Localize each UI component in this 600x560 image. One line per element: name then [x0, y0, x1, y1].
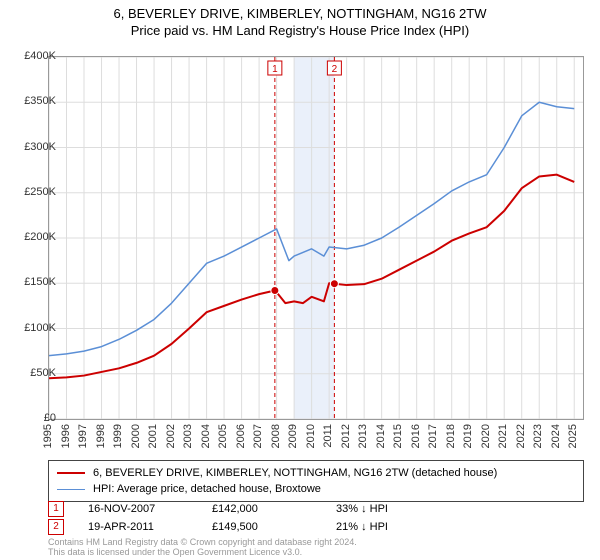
- y-tick-label: £350K: [12, 95, 56, 107]
- x-tick-label: 2018: [444, 424, 458, 448]
- x-tick-label: 2012: [339, 424, 353, 448]
- x-tick-label: 2025: [566, 424, 580, 448]
- x-tick-label: 2013: [356, 424, 370, 448]
- y-tick-label: £100K: [12, 322, 56, 334]
- footer: Contains HM Land Registry data © Crown c…: [48, 538, 584, 558]
- event-date-2: 19-APR-2011: [88, 521, 188, 533]
- chart-title-block: 6, BEVERLEY DRIVE, KIMBERLEY, NOTTINGHAM…: [0, 0, 600, 38]
- svg-text:2: 2: [332, 64, 338, 75]
- x-tick-label: 2007: [251, 424, 265, 448]
- event-date-1: 16-NOV-2007: [88, 503, 188, 515]
- y-tick-label: £0: [12, 412, 56, 424]
- x-tick-label: 1995: [41, 424, 55, 448]
- footer-line-2: This data is licensed under the Open Gov…: [48, 548, 584, 558]
- x-tick-label: 2015: [391, 424, 405, 448]
- x-tick-label: 1998: [94, 424, 108, 448]
- legend-swatch-property: [57, 472, 85, 474]
- legend-swatch-hpi: [57, 489, 85, 490]
- x-tick-label: 2002: [164, 424, 178, 448]
- event-price-2: £149,500: [212, 521, 312, 533]
- svg-text:1: 1: [272, 64, 278, 75]
- x-tick-label: 2022: [514, 424, 528, 448]
- legend-label-property: 6, BEVERLEY DRIVE, KIMBERLEY, NOTTINGHAM…: [93, 467, 497, 479]
- x-tick-label: 2006: [234, 424, 248, 448]
- x-tick-label: 2023: [531, 424, 545, 448]
- x-tick-label: 2021: [496, 424, 510, 448]
- event-badge-2: 2: [48, 519, 64, 535]
- x-tick-label: 2024: [549, 424, 563, 448]
- x-tick-label: 2014: [374, 424, 388, 448]
- x-tick-label: 2008: [269, 424, 283, 448]
- x-tick-label: 2019: [461, 424, 475, 448]
- y-tick-label: £50K: [12, 367, 56, 379]
- legend: 6, BEVERLEY DRIVE, KIMBERLEY, NOTTINGHAM…: [48, 460, 584, 502]
- legend-row-property: 6, BEVERLEY DRIVE, KIMBERLEY, NOTTINGHAM…: [57, 465, 575, 481]
- x-tick-label: 1996: [59, 424, 73, 448]
- x-tick-label: 2003: [181, 424, 195, 448]
- y-tick-label: £400K: [12, 50, 56, 62]
- event-delta-2: 21% ↓ HPI: [336, 521, 436, 533]
- x-tick-label: 1999: [111, 424, 125, 448]
- chart-svg: 12: [49, 57, 583, 419]
- event-badge-1: 1: [48, 501, 64, 517]
- chart-plot: 12: [48, 56, 584, 420]
- legend-label-hpi: HPI: Average price, detached house, Brox…: [93, 483, 321, 495]
- x-tick-label: 1997: [76, 424, 90, 448]
- legend-row-hpi: HPI: Average price, detached house, Brox…: [57, 481, 575, 497]
- y-tick-label: £300K: [12, 141, 56, 153]
- chart-title-sub: Price paid vs. HM Land Registry's House …: [0, 23, 600, 38]
- event-row-2: 2 19-APR-2011 £149,500 21% ↓ HPI: [48, 518, 584, 536]
- x-tick-label: 2005: [216, 424, 230, 448]
- y-tick-label: £250K: [12, 186, 56, 198]
- y-tick-label: £150K: [12, 276, 56, 288]
- y-tick-label: £200K: [12, 231, 56, 243]
- event-row-1: 1 16-NOV-2007 £142,000 33% ↓ HPI: [48, 500, 584, 518]
- events-table: 1 16-NOV-2007 £142,000 33% ↓ HPI 2 19-AP…: [48, 500, 584, 536]
- x-tick-label: 2004: [199, 424, 213, 448]
- event-price-1: £142,000: [212, 503, 312, 515]
- x-tick-label: 2000: [129, 424, 143, 448]
- x-tick-label: 2011: [321, 424, 335, 448]
- x-tick-label: 2020: [479, 424, 493, 448]
- x-tick-label: 2017: [426, 424, 440, 448]
- chart-title-main: 6, BEVERLEY DRIVE, KIMBERLEY, NOTTINGHAM…: [0, 6, 600, 21]
- x-tick-label: 2001: [146, 424, 160, 448]
- chart-area: 12: [48, 56, 584, 420]
- x-tick-label: 2016: [409, 424, 423, 448]
- x-tick-label: 2009: [286, 424, 300, 448]
- x-tick-label: 2010: [304, 424, 318, 448]
- event-delta-1: 33% ↓ HPI: [336, 503, 436, 515]
